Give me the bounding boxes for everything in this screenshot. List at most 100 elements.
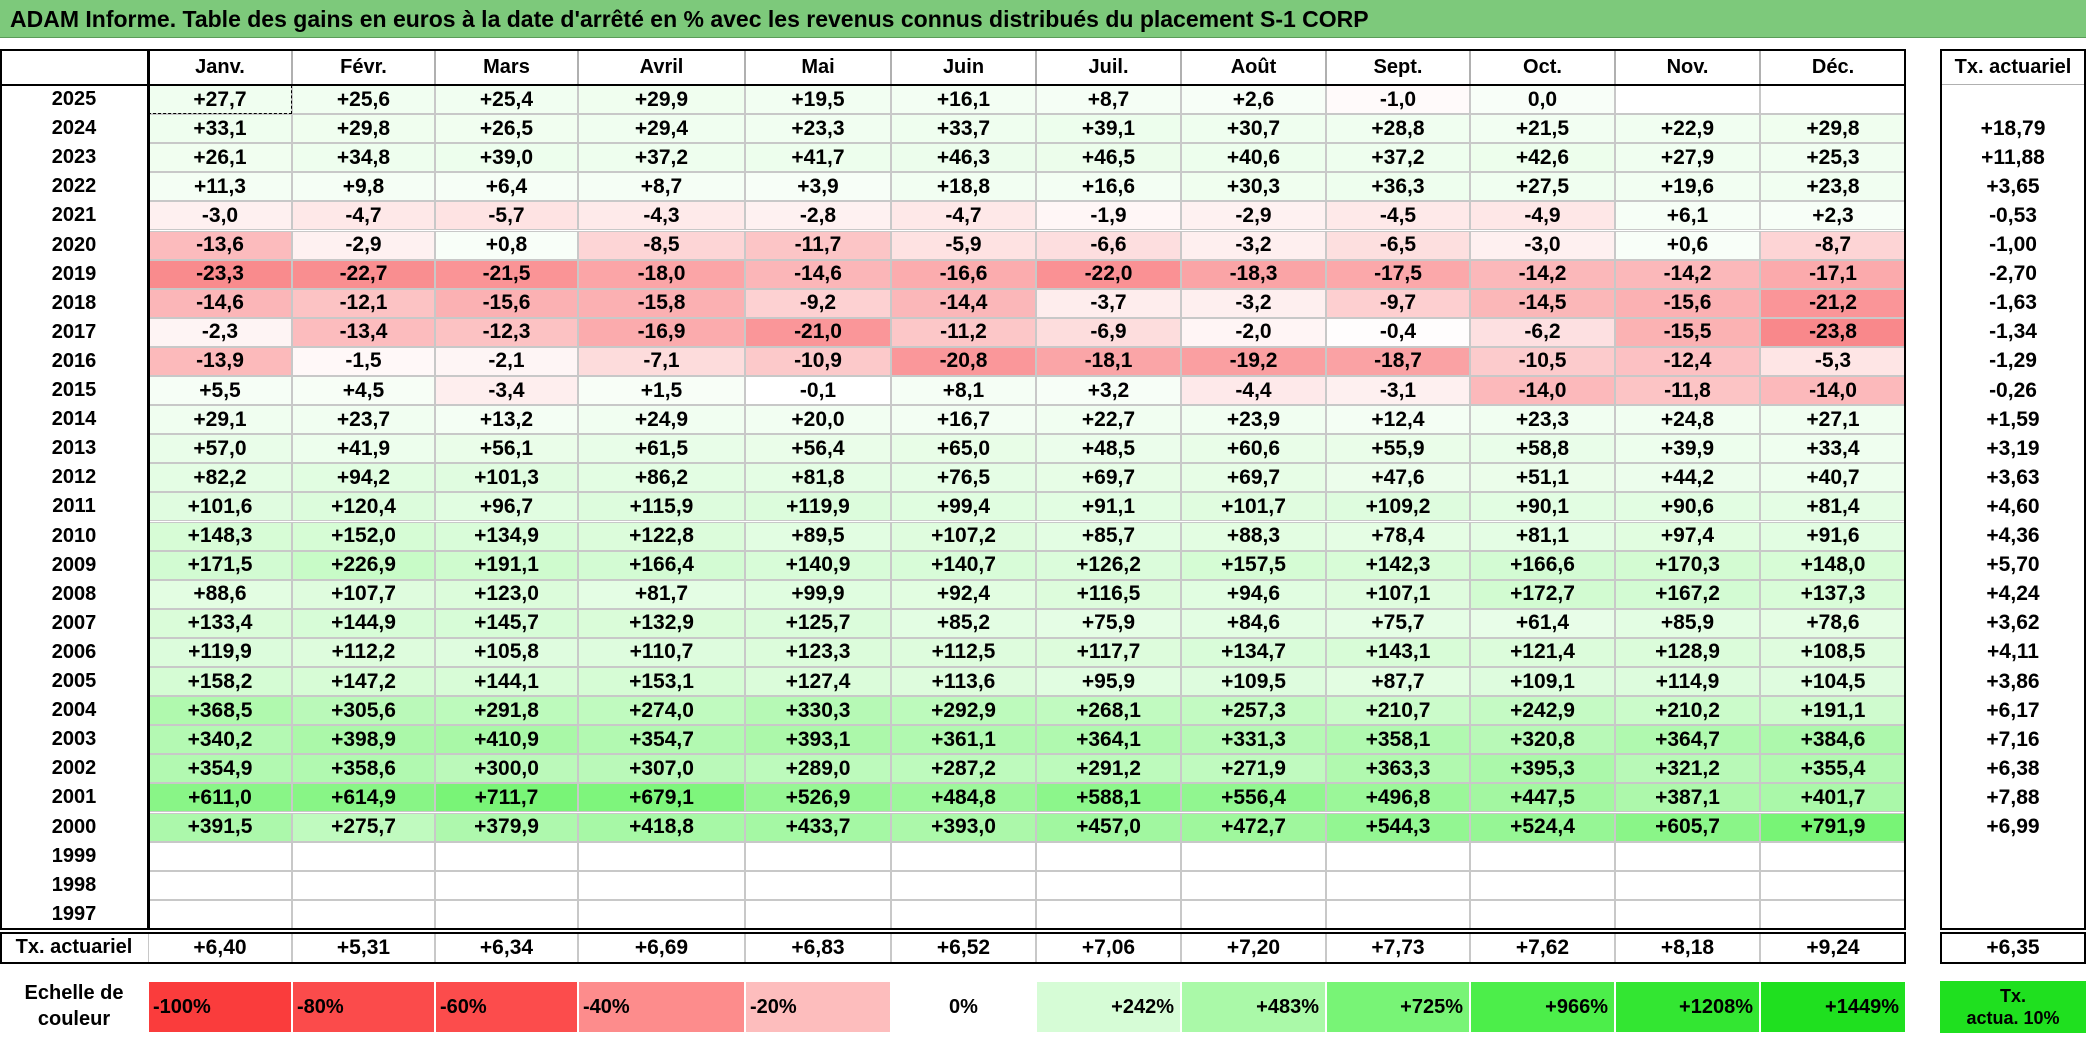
data-cell: +51,1 xyxy=(1470,463,1615,493)
data-cell xyxy=(891,841,1036,871)
data-cell: +1,5 xyxy=(578,376,745,406)
data-cell: +144,1 xyxy=(435,667,578,697)
data-cell: -8,7 xyxy=(1760,230,1906,260)
data-cell: +101,3 xyxy=(435,463,578,493)
data-cell: +114,9 xyxy=(1615,667,1760,697)
scale-label: Echelle de couleur xyxy=(0,976,148,1036)
data-cell: +81,1 xyxy=(1470,521,1615,551)
header-divider xyxy=(0,84,1906,86)
data-cell: +69,7 xyxy=(1181,463,1326,493)
data-cell: +447,5 xyxy=(1470,783,1615,813)
data-cell xyxy=(1760,85,1906,115)
data-cell: +170,3 xyxy=(1615,550,1760,580)
data-cell: +23,9 xyxy=(1181,405,1326,435)
scale-swatch: -80% xyxy=(292,981,435,1033)
footer-cell: +6,40 xyxy=(148,932,292,963)
data-cell: +6,4 xyxy=(435,172,578,202)
year-label: 2008 xyxy=(0,579,148,609)
data-cell: +679,1 xyxy=(578,783,745,813)
data-cell xyxy=(891,870,1036,900)
data-cell: -14,2 xyxy=(1470,259,1615,289)
data-cell xyxy=(1326,841,1470,871)
data-cell: +29,8 xyxy=(1760,114,1906,144)
data-cell: +34,8 xyxy=(292,143,435,173)
data-cell: +85,2 xyxy=(891,608,1036,638)
month-header: Juin xyxy=(891,49,1036,85)
data-cell: +358,1 xyxy=(1326,725,1470,755)
data-cell: +104,5 xyxy=(1760,667,1906,697)
year-label: 1997 xyxy=(0,899,148,929)
data-cell: -15,6 xyxy=(1615,288,1760,318)
data-cell xyxy=(578,870,745,900)
data-cell: +58,8 xyxy=(1470,434,1615,464)
data-cell: +110,7 xyxy=(578,637,745,667)
scale-swatch: -60% xyxy=(435,981,578,1033)
data-cell: +143,1 xyxy=(1326,637,1470,667)
data-cell: +257,3 xyxy=(1181,696,1326,726)
data-cell: +109,5 xyxy=(1181,667,1326,697)
data-cell xyxy=(292,841,435,871)
data-cell: +791,9 xyxy=(1760,812,1906,842)
data-cell: +116,5 xyxy=(1036,579,1181,609)
data-cell: +69,7 xyxy=(1036,463,1181,493)
data-cell xyxy=(148,870,292,900)
data-cell xyxy=(891,899,1036,929)
data-cell: +126,2 xyxy=(1036,550,1181,580)
data-cell: +90,1 xyxy=(1470,492,1615,522)
data-cell: -17,5 xyxy=(1326,259,1470,289)
data-cell: +22,7 xyxy=(1036,405,1181,435)
data-cell: +27,1 xyxy=(1760,405,1906,435)
data-cell: +97,4 xyxy=(1615,521,1760,551)
data-cell: -1,9 xyxy=(1036,201,1181,231)
data-cell: +99,9 xyxy=(745,579,891,609)
data-cell xyxy=(1036,841,1181,871)
data-cell: +121,4 xyxy=(1470,637,1615,667)
footer-cell: +6,34 xyxy=(435,932,578,963)
tx-cell: +3,86 xyxy=(1940,667,2086,697)
data-cell: +274,0 xyxy=(578,696,745,726)
data-cell: -6,2 xyxy=(1470,317,1615,347)
data-cell: +96,7 xyxy=(435,492,578,522)
data-cell: -13,6 xyxy=(148,230,292,260)
data-cell: +157,5 xyxy=(1181,550,1326,580)
data-cell: -1,0 xyxy=(1326,85,1470,115)
data-cell: +275,7 xyxy=(292,812,435,842)
data-cell xyxy=(1760,870,1906,900)
data-cell: +95,9 xyxy=(1036,667,1181,697)
data-cell: +289,0 xyxy=(745,754,891,784)
data-cell: -2,8 xyxy=(745,201,891,231)
data-cell: +12,4 xyxy=(1326,405,1470,435)
data-cell: +112,2 xyxy=(292,637,435,667)
data-cell: +26,1 xyxy=(148,143,292,173)
year-label: 2001 xyxy=(0,783,148,813)
data-cell: +13,2 xyxy=(435,405,578,435)
data-cell: +418,8 xyxy=(578,812,745,842)
data-cell xyxy=(435,899,578,929)
data-cell: +119,9 xyxy=(745,492,891,522)
footer-cell: +7,06 xyxy=(1036,932,1181,963)
data-cell: +41,7 xyxy=(745,143,891,173)
data-cell: +22,9 xyxy=(1615,114,1760,144)
data-cell: -12,1 xyxy=(292,288,435,318)
data-cell: +544,3 xyxy=(1326,812,1470,842)
data-cell: +85,9 xyxy=(1615,608,1760,638)
data-cell: -3,4 xyxy=(435,376,578,406)
data-cell: -3,2 xyxy=(1181,288,1326,318)
data-cell: -18,0 xyxy=(578,259,745,289)
data-cell: +76,5 xyxy=(891,463,1036,493)
tx-cell: +3,19 xyxy=(1940,434,2086,464)
data-cell: +133,4 xyxy=(148,608,292,638)
data-cell: -11,2 xyxy=(891,317,1036,347)
tx-cell: +4,11 xyxy=(1940,637,2086,667)
data-cell: +171,5 xyxy=(148,550,292,580)
data-cell xyxy=(1615,85,1760,115)
data-cell: -15,6 xyxy=(435,288,578,318)
data-cell: -5,7 xyxy=(435,201,578,231)
data-cell: -6,6 xyxy=(1036,230,1181,260)
data-cell: +361,1 xyxy=(891,725,1036,755)
data-cell xyxy=(1470,841,1615,871)
data-cell: +191,1 xyxy=(435,550,578,580)
tx-cell: +5,70 xyxy=(1940,550,2086,580)
year-label: 2024 xyxy=(0,114,148,144)
year-label: 2015 xyxy=(0,376,148,406)
